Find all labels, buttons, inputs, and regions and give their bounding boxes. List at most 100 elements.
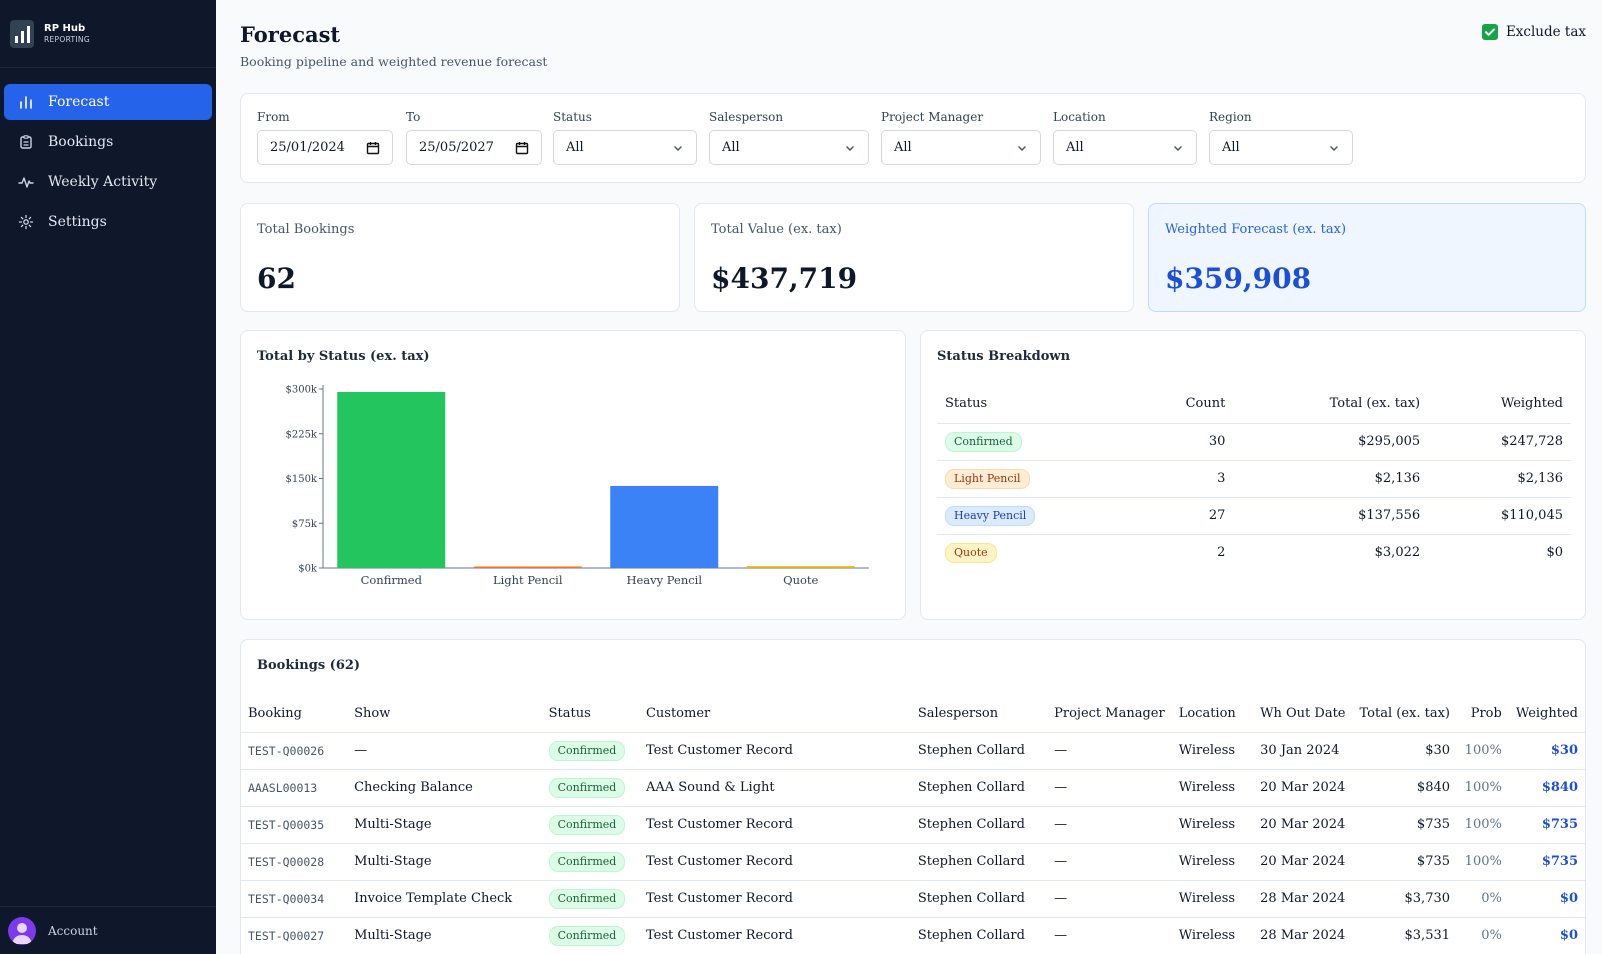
brand[interactable]: RP Hub REPORTING — [0, 0, 216, 68]
sidebar-item-label: Forecast — [48, 94, 110, 110]
location-select-value: All — [1066, 140, 1084, 155]
salesperson-cell: Stephen Collard — [910, 732, 1048, 770]
sidebar-nav: Forecast Bookings Weekly Activity Settin… — [0, 68, 216, 240]
show-cell: Multi-Stage — [347, 843, 542, 881]
x-tick-label: Confirmed — [361, 573, 423, 587]
wh-out-date-cell: 28 Mar 2024 — [1253, 880, 1353, 918]
location-cell: Wireless — [1171, 732, 1254, 770]
salesperson-cell: Stephen Collard — [910, 843, 1048, 881]
booking-id-cell[interactable]: TEST-Q00027 — [241, 917, 348, 954]
wh-out-date-cell: 20 Mar 2024 — [1253, 843, 1353, 881]
region-select-value: All — [1222, 140, 1240, 155]
bar-quote[interactable] — [746, 566, 855, 568]
table-row[interactable]: TEST-Q00035 Multi-Stage Confirmed Test Cust… — [241, 806, 1585, 844]
exclude-tax-toggle[interactable]: Exclude tax — [1481, 24, 1586, 40]
location-select[interactable]: All — [1053, 130, 1197, 165]
status-breakdown-table: Status Count Total (ex. tax) Weighted Co… — [937, 385, 1571, 571]
column-header[interactable]: Show — [347, 695, 542, 733]
show-cell: Checking Balance — [347, 769, 542, 807]
table-row: Confirmed 30 $295,005 $247,728 — [937, 423, 1571, 461]
status-badge: Light Pencil — [945, 468, 1030, 489]
booking-id-cell[interactable]: TEST-Q00028 — [241, 843, 348, 881]
prob-cell: 0% — [1457, 880, 1509, 918]
bookings-table: Booking Show Status Customer Salesperson Proj… — [241, 695, 1585, 954]
column-header[interactable]: Count — [1131, 385, 1234, 424]
stat-value: $437,719 — [711, 262, 858, 295]
sidebar-item-forecast[interactable]: Forecast — [4, 84, 212, 120]
column-header[interactable]: Total (ex. tax) — [1233, 385, 1429, 424]
project-manager-cell: — — [1047, 917, 1172, 954]
status-badge: Confirmed — [548, 814, 626, 835]
from-date-input[interactable]: 25/01/2024 — [257, 130, 393, 165]
filter-from-label: From — [257, 110, 290, 124]
y-tick-label: $75k — [292, 519, 318, 530]
column-header[interactable]: Weighted — [1428, 385, 1571, 424]
bar-confirmed[interactable] — [337, 391, 446, 568]
column-header[interactable]: Location — [1171, 695, 1254, 733]
salesperson-select-value: All — [722, 140, 740, 155]
column-header[interactable]: Prob — [1457, 695, 1509, 733]
sidebar-item-bookings[interactable]: Bookings — [4, 124, 212, 160]
booking-id-cell[interactable]: TEST-Q00035 — [241, 806, 348, 844]
total-cell: $735 — [1352, 843, 1458, 881]
status-select-value: All — [566, 140, 584, 155]
column-header[interactable]: Total (ex. tax) — [1352, 695, 1458, 733]
table-row[interactable]: TEST-Q00026— Confirmed Test Customer Recor… — [241, 732, 1585, 770]
to-date-input[interactable]: 25/05/2027 — [406, 130, 542, 165]
status-badge: Confirmed — [548, 851, 626, 872]
total-cell: $30 — [1352, 732, 1458, 770]
project-manager-cell: — — [1047, 732, 1172, 770]
bar-light-pencil[interactable] — [473, 566, 582, 569]
salesperson-select[interactable]: All — [709, 130, 869, 165]
to-date-value: 25/05/2027 — [419, 140, 494, 155]
weighted-cell: $735 — [1508, 843, 1585, 881]
calendar-icon[interactable] — [366, 141, 380, 155]
activity-icon — [18, 177, 34, 188]
column-header[interactable]: Customer — [638, 695, 911, 733]
table-row[interactable]: TEST-Q00027 Multi-Stage Confirmed Test Cust… — [241, 917, 1585, 954]
filter-region: Region All — [1209, 110, 1353, 165]
booking-id-cell[interactable]: AAASL00013 — [241, 769, 348, 807]
column-header[interactable]: Status — [541, 695, 639, 733]
count-cell: 27 — [1131, 497, 1234, 535]
column-header[interactable]: Weighted — [1508, 695, 1585, 733]
booking-id-cell[interactable]: TEST-Q00026 — [241, 732, 348, 770]
account-menu[interactable]: Account — [0, 906, 216, 954]
exclude-tax-label: Exclude tax — [1505, 24, 1586, 40]
total-cell: $137,556 — [1233, 497, 1429, 535]
table-row[interactable]: AAASL00013 Checking Balance Confirmed AAA S… — [241, 769, 1585, 807]
chevron-down-icon — [846, 145, 854, 151]
booking-id-cell[interactable]: TEST-Q00034 — [241, 880, 348, 918]
brand-name: RP Hub — [44, 23, 86, 34]
gear-icon — [18, 214, 34, 230]
exclude-tax-checkbox[interactable] — [1481, 24, 1498, 40]
column-header[interactable]: Salesperson — [910, 695, 1048, 733]
region-select[interactable]: All — [1209, 130, 1353, 165]
project-manager-select[interactable]: All — [881, 130, 1041, 165]
table-row[interactable]: TEST-Q00028 Multi-Stage Confirmed Test Cust… — [241, 843, 1585, 881]
location-cell: Wireless — [1171, 769, 1254, 807]
column-header[interactable]: Booking — [241, 695, 348, 733]
status-cell: Confirmed — [541, 843, 639, 881]
prob-cell: 100% — [1457, 769, 1509, 807]
status-cell: Confirmed — [541, 732, 639, 770]
status-select[interactable]: All — [553, 130, 697, 165]
wh-out-date-cell: 30 Jan 2024 — [1253, 732, 1353, 770]
column-header[interactable]: Project Manager — [1047, 695, 1172, 733]
sidebar-item-settings[interactable]: Settings — [4, 204, 212, 240]
show-cell: Multi-Stage — [347, 917, 542, 954]
prob-cell: 0% — [1457, 917, 1509, 954]
prob-cell: 100% — [1457, 843, 1509, 881]
salesperson-cell: Stephen Collard — [910, 769, 1048, 807]
calendar-icon[interactable] — [515, 141, 529, 155]
column-header[interactable]: Status — [937, 385, 1132, 424]
location-cell: Wireless — [1171, 843, 1254, 881]
bar-heavy-pencil[interactable] — [610, 485, 719, 568]
table-header-row: Status Count Total (ex. tax) Weighted — [937, 385, 1571, 424]
column-header[interactable]: Wh Out Date — [1253, 695, 1353, 733]
table-row[interactable]: TEST-Q00034 Invoice Template Check Confirm… — [241, 880, 1585, 918]
filter-salesperson: Salesperson All — [709, 110, 869, 165]
chevron-down-icon — [1018, 145, 1026, 151]
check-icon — [1484, 28, 1495, 36]
sidebar-item-weekly-activity[interactable]: Weekly Activity — [4, 164, 212, 200]
